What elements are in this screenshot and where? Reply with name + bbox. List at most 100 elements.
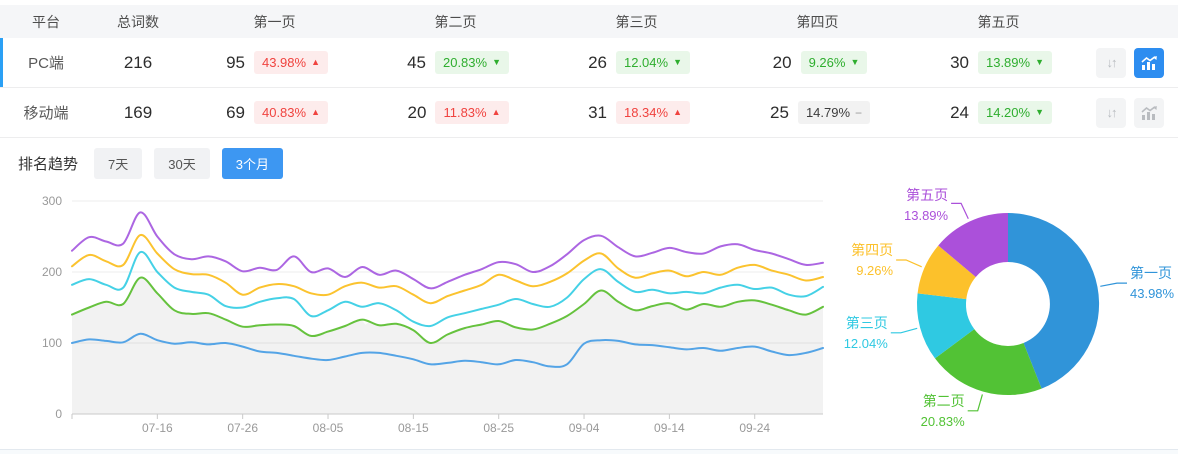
page3-cell: 31 18.34% ▲ xyxy=(546,100,727,125)
rank-badge: 43.98% ▲ xyxy=(253,50,328,75)
donut-slice-第二页[interactable] xyxy=(935,329,1042,396)
badge-pct: 20.83% xyxy=(442,54,488,70)
tab-range-7d[interactable]: 7天 xyxy=(94,147,143,179)
col-header-page2: 第二页 xyxy=(434,13,477,30)
y-tick-label: 300 xyxy=(42,194,62,208)
x-tick-label: 08-15 xyxy=(398,421,429,435)
page3-cell: 26 12.04% ▼ xyxy=(546,50,727,75)
sort-arrows-icon: ↓↑ xyxy=(1106,105,1118,120)
donut-label-pct: 9.26% xyxy=(856,263,893,278)
badge-pct: 13.89% xyxy=(985,54,1031,70)
trend-toolbar: 排名趋势 7天 30天 3个月 xyxy=(0,138,1178,188)
page-distribution-donut-chart[interactable]: 第一页 43.98% 第二页 20.83% 第三页 12.04% 第四页 9.26% 第五页 13… xyxy=(840,187,1178,447)
platform-cell: PC端 xyxy=(28,55,64,72)
tab-range-30d[interactable]: 30天 xyxy=(154,147,210,179)
donut-label-line-第一页 xyxy=(1100,282,1127,287)
rank-badge: 20.83% ▼ xyxy=(434,50,509,75)
table-header: 平台 总词数 第一页 第二页 第三页 第四页 第五页 xyxy=(0,5,1178,38)
badge-pct: 14.79% xyxy=(805,104,851,120)
badge-pct: 14.20% xyxy=(985,104,1031,120)
donut-label-line-第三页 xyxy=(890,327,918,334)
line-chart-area-fill xyxy=(72,277,823,414)
badge-pct: 18.34% xyxy=(623,104,669,120)
trend-arrow-icon: ▲ xyxy=(673,107,682,117)
rank-badge: 12.04% ▼ xyxy=(615,50,690,75)
donut-label-pct: 13.89% xyxy=(904,208,949,223)
trend-line-第三页 xyxy=(71,250,824,328)
watermark-text: 爱站网 xyxy=(362,288,488,330)
donut-slice-第一页[interactable] xyxy=(1008,212,1100,389)
rank-badge: 18.34% ▲ xyxy=(615,100,690,125)
col-header-total: 总词数 xyxy=(117,13,159,30)
table-row-pc[interactable]: PC端 216 95 43.98% ▲ 45 20.83% ▼ 26 12.04% ▼… xyxy=(0,38,1178,88)
table-row-mobile[interactable]: 移动端 169 69 40.83% ▲ 20 11.83% ▲ 31 18.34% ▲… xyxy=(0,88,1178,138)
page1-cell: 95 43.98% ▲ xyxy=(184,50,365,75)
watermark-logo xyxy=(318,292,352,326)
page-count: 69 xyxy=(226,102,245,122)
panel-bottom-border xyxy=(0,449,1178,454)
donut-label-name: 第一页 xyxy=(1130,265,1172,281)
donut-label-pct: 20.83% xyxy=(921,414,966,429)
page-count: 25 xyxy=(770,102,789,122)
donut-label-name: 第五页 xyxy=(906,187,948,203)
total-words-cell: 169 xyxy=(123,102,153,122)
show-trend-chart-button[interactable] xyxy=(1134,47,1164,78)
trend-arrow-icon: − xyxy=(855,105,863,120)
col-header-page5: 第五页 xyxy=(977,13,1020,30)
show-trend-chart-button[interactable] xyxy=(1134,97,1164,128)
col-header-page1: 第一页 xyxy=(253,13,296,30)
y-tick-label: 200 xyxy=(42,265,62,279)
donut-slice-第四页[interactable] xyxy=(917,245,976,300)
rank-badge: 9.26% ▼ xyxy=(800,50,868,75)
sort-toggle-button[interactable]: ↓↑ xyxy=(1096,47,1126,78)
x-tick-label: 07-26 xyxy=(227,421,258,435)
platform-cell: 移动端 xyxy=(23,105,69,122)
x-tick-label: 09-04 xyxy=(569,421,600,435)
badge-pct: 12.04% xyxy=(623,54,669,70)
donut-label-pct: 43.98% xyxy=(1130,286,1175,301)
page-count: 26 xyxy=(588,52,607,72)
page-count: 31 xyxy=(588,102,607,122)
page-count: 45 xyxy=(407,52,426,72)
rank-trend-line-chart[interactable]: 爱站网 07-16 07-26 08-05 08-15 08-25 09-04 09-14 09… xyxy=(0,188,840,447)
page4-cell: 25 14.79% − xyxy=(727,100,908,125)
rank-badge: 14.20% ▼ xyxy=(977,100,1052,125)
trend-section-title: 排名趋势 xyxy=(18,155,79,173)
badge-pct: 40.83% xyxy=(261,104,307,120)
row-actions: ↓↑ xyxy=(1089,47,1178,78)
trend-arrow-icon: ▼ xyxy=(1035,107,1044,117)
trend-arrow-icon: ▼ xyxy=(850,57,860,67)
donut-label-name: 第三页 xyxy=(846,315,888,331)
trend-line-第二页 xyxy=(71,276,824,345)
donut-label-line-第二页 xyxy=(967,394,983,412)
donut-label-name: 第二页 xyxy=(923,393,965,409)
donut-label-line-第四页 xyxy=(896,259,922,268)
rank-badge: 13.89% ▼ xyxy=(977,50,1052,75)
trend-arrow-icon: ▲ xyxy=(311,107,320,117)
x-tick-label: 07-16 xyxy=(142,421,173,435)
keyword-rank-table: 平台 总词数 第一页 第二页 第三页 第四页 第五页 PC端 216 95 43… xyxy=(0,0,1178,138)
sort-arrows-icon: ↓↑ xyxy=(1106,55,1118,70)
page2-cell: 45 20.83% ▼ xyxy=(365,50,546,75)
rank-badge: 40.83% ▲ xyxy=(253,100,328,125)
badge-pct: 9.26% xyxy=(808,54,846,70)
trend-arrow-icon: ▼ xyxy=(673,57,682,67)
x-tick-label: 08-25 xyxy=(483,421,514,435)
donut-slice-第三页[interactable] xyxy=(916,293,975,359)
tab-range-3m[interactable]: 3个月 xyxy=(221,147,283,179)
trend-arrow-icon: ▲ xyxy=(491,107,501,117)
trend-chart-icon xyxy=(1141,55,1157,70)
trend-arrow-icon: ▼ xyxy=(492,57,501,67)
total-words-cell: 216 xyxy=(123,52,153,72)
page5-cell: 30 13.89% ▼ xyxy=(908,50,1089,75)
sort-toggle-button[interactable]: ↓↑ xyxy=(1096,97,1126,128)
trend-arrow-icon: ▼ xyxy=(1035,57,1044,67)
donut-slice-第五页[interactable] xyxy=(938,213,1008,277)
rank-badge: 14.79% − xyxy=(797,100,871,125)
charts-area: 爱站网 07-16 07-26 08-05 08-15 08-25 09-04 09-14 09… xyxy=(0,187,1178,447)
page-count: 24 xyxy=(950,102,969,122)
row-actions: ↓↑ xyxy=(1089,97,1178,128)
col-header-page4: 第四页 xyxy=(796,13,839,30)
col-header-platform: 平台 xyxy=(32,13,60,30)
